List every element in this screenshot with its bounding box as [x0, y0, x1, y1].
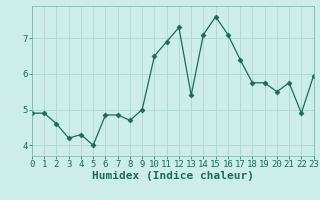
X-axis label: Humidex (Indice chaleur): Humidex (Indice chaleur) [92, 171, 254, 181]
